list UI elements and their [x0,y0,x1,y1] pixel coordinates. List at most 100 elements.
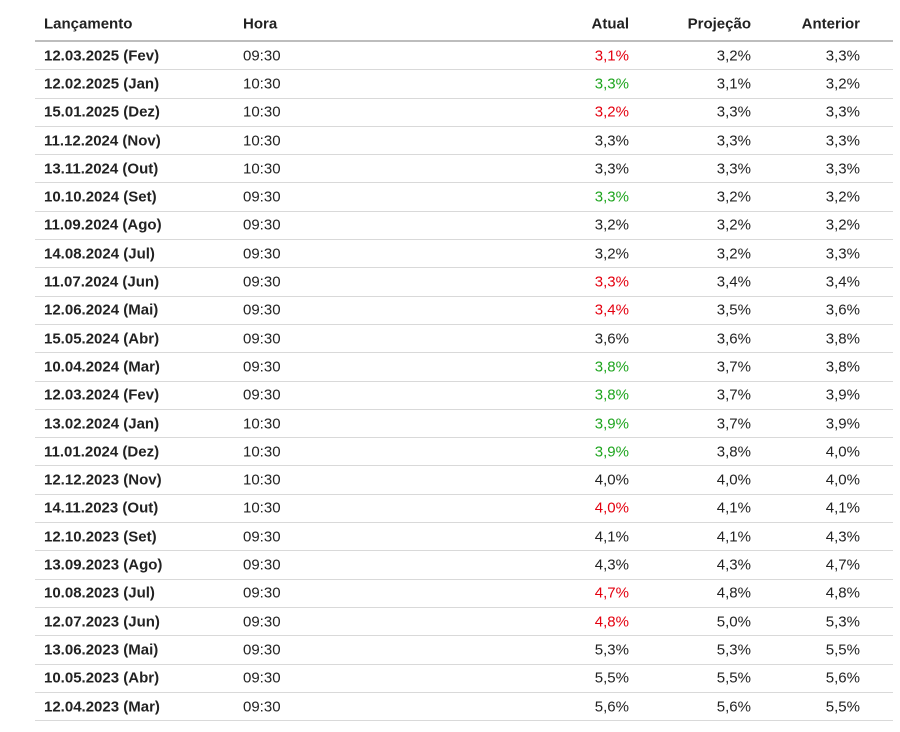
release-date: 12.03.2024 (Fev) [44,386,160,404]
forecast: 5,0% [716,613,751,631]
actual: 3,8% [594,386,629,404]
actual: 4,1% [594,528,629,546]
header-cell: Projeção [687,15,751,33]
forecast: 3,7% [716,386,751,404]
release-date: 13.11.2024 (Out) [44,160,159,178]
actual: 5,5% [594,669,629,687]
time: 09:30 [243,358,281,376]
time: 09:30 [243,584,281,602]
release-date: 14.08.2024 (Jul) [44,245,155,263]
actual: 3,3% [594,132,629,150]
table-row: 13.11.2024 (Out) 10:30 3,3% 3,3% 3,3% [35,155,893,184]
time: 10:30 [243,132,281,150]
table-row: 12.07.2023 (Jun) 09:30 4,8% 5,0% 5,3% [35,608,893,637]
time: 09:30 [243,613,281,631]
actual: 3,6% [594,330,629,348]
forecast: 3,3% [716,160,751,178]
forecast: 3,3% [716,103,751,121]
time: 09:30 [243,556,281,574]
previous: 4,3% [825,528,860,546]
actual: 3,8% [594,358,629,376]
release-date: 12.10.2023 (Set) [44,528,157,546]
time: 10:30 [243,75,281,93]
table-row: 14.08.2024 (Jul) 09:30 3,2% 3,2% 3,3% [35,240,893,269]
previous: 5,6% [825,669,860,687]
table-row: 13.06.2023 (Mai) 09:30 5,3% 5,3% 5,5% [35,636,893,665]
table-row: 15.01.2025 (Dez) 10:30 3,2% 3,3% 3,3% [35,99,893,127]
release-date: 15.05.2024 (Abr) [44,330,160,348]
previous: 5,5% [825,641,860,659]
previous: 3,2% [825,216,860,234]
forecast: 3,2% [716,188,751,206]
previous: 3,6% [825,301,860,319]
release-date: 11.09.2024 (Ago) [44,216,162,234]
release-date: 10.04.2024 (Mar) [44,358,160,376]
forecast: 4,1% [716,499,751,517]
previous: 3,3% [825,132,860,150]
forecast: 5,5% [716,669,751,687]
forecast: 4,1% [716,528,751,546]
time: 09:30 [243,245,281,263]
table-row: 10.10.2024 (Set) 09:30 3,3% 3,2% 3,2% [35,184,893,212]
release-date: 10.10.2024 (Set) [44,188,157,206]
header-cell: Anterior [801,15,860,33]
actual: 3,4% [594,301,629,319]
forecast: 4,3% [716,556,751,574]
previous: 4,1% [825,499,860,517]
previous: 3,2% [825,188,860,206]
actual: 5,6% [594,698,629,716]
release-date: 12.12.2023 (Nov) [44,471,162,489]
actual: 3,3% [594,160,629,178]
actual: 4,0% [594,471,629,489]
table-row: 12.03.2024 (Fev) 09:30 3,8% 3,7% 3,9% [35,382,893,410]
previous: 5,5% [825,698,860,716]
actual: 4,7% [594,584,629,602]
forecast: 3,8% [716,443,751,461]
previous: 3,9% [825,415,860,433]
header-cell: Atual [591,15,630,33]
table-row: 12.06.2024 (Mai) 09:30 3,4% 3,5% 3,6% [35,297,893,325]
previous: 3,8% [825,358,860,376]
actual: 5,3% [594,641,629,659]
header-cell: Hora [243,15,278,33]
forecast: 3,4% [716,273,751,291]
time: 09:30 [243,698,281,716]
release-date: 11.12.2024 (Nov) [44,132,161,150]
time: 09:30 [243,188,281,206]
table-row: 15.05.2024 (Abr) 09:30 3,6% 3,6% 3,8% [35,325,893,354]
actual: 4,3% [594,556,629,574]
previous: 3,2% [825,75,860,93]
previous: 3,3% [825,103,860,121]
time: 09:30 [243,669,281,687]
table-row: 11.09.2024 (Ago) 09:30 3,2% 3,2% 3,2% [35,212,893,241]
forecast: 3,2% [716,216,751,234]
release-date: 11.07.2024 (Jun) [44,273,160,291]
previous: 3,9% [825,386,860,404]
forecast: 3,2% [716,47,751,65]
time: 09:30 [243,386,281,404]
table-row: 10.08.2023 (Jul) 09:30 4,7% 4,8% 4,8% [35,580,893,608]
time: 10:30 [243,415,281,433]
forecast: 5,6% [716,698,751,716]
forecast: 4,0% [716,471,751,489]
time: 09:30 [243,216,281,234]
previous: 3,4% [825,273,860,291]
actual: 3,3% [594,75,629,93]
table-row: 11.12.2024 (Nov) 10:30 3,3% 3,3% 3,3% [35,127,893,156]
actual: 3,2% [594,216,629,234]
release-date: 12.04.2023 (Mar) [44,698,160,716]
release-date: 13.06.2023 (Mai) [44,641,159,659]
table-row: 12.10.2023 (Set) 09:30 4,1% 4,1% 4,3% [35,523,893,552]
table-header: Lançamento Hora Atual Projeção Anterior [35,8,893,42]
actual: 3,2% [594,103,629,121]
release-date: 11.01.2024 (Dez) [44,443,160,461]
forecast: 3,6% [716,330,751,348]
table-row: 14.11.2023 (Out) 10:30 4,0% 4,1% 4,1% [35,495,893,524]
time: 10:30 [243,499,281,517]
table-row: 10.05.2023 (Abr) 09:30 5,5% 5,5% 5,6% [35,665,893,693]
time: 10:30 [243,103,281,121]
release-date: 12.06.2024 (Mai) [44,301,159,319]
previous: 3,3% [825,47,860,65]
forecast: 3,1% [716,75,751,93]
